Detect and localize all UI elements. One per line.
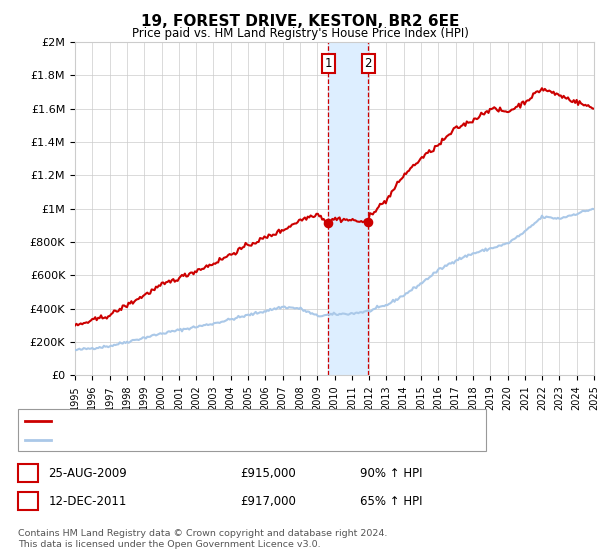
Text: 19, FOREST DRIVE, KESTON, BR2 6EE (detached house): 19, FOREST DRIVE, KESTON, BR2 6EE (detac… (55, 416, 360, 426)
Text: 19, FOREST DRIVE, KESTON, BR2 6EE: 19, FOREST DRIVE, KESTON, BR2 6EE (141, 14, 459, 29)
Text: £915,000: £915,000 (240, 466, 296, 480)
Point (323, 218, 333, 227)
Text: 65% ↑ HPI: 65% ↑ HPI (360, 494, 422, 508)
Text: 2: 2 (24, 494, 32, 508)
Text: 90% ↑ HPI: 90% ↑ HPI (360, 466, 422, 480)
Text: 12-DEC-2011: 12-DEC-2011 (49, 494, 127, 508)
Text: 1: 1 (24, 466, 32, 480)
Text: 1: 1 (325, 57, 332, 70)
Text: Price paid vs. HM Land Registry's House Price Index (HPI): Price paid vs. HM Land Registry's House … (131, 27, 469, 40)
Text: HPI: Average price, detached house, Bromley: HPI: Average price, detached house, Brom… (55, 435, 303, 445)
Text: Contains HM Land Registry data © Crown copyright and database right 2024.
This d: Contains HM Land Registry data © Crown c… (18, 529, 388, 549)
Point (364, 218, 373, 227)
Text: 25-AUG-2009: 25-AUG-2009 (49, 466, 127, 480)
Text: 2: 2 (364, 57, 372, 70)
Bar (328, 42, 368, 375)
Text: £917,000: £917,000 (240, 494, 296, 508)
